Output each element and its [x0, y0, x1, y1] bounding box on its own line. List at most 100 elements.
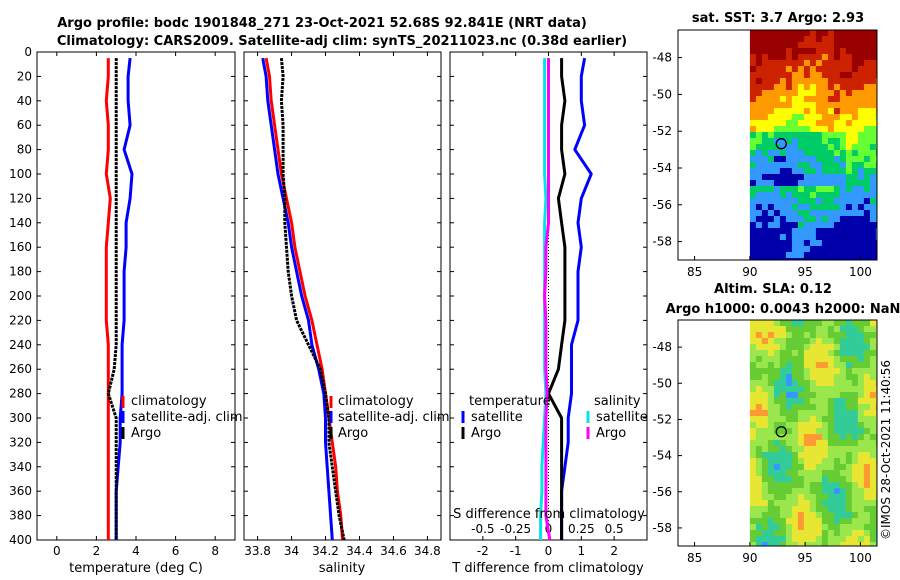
x-tick-label: 2	[93, 544, 101, 558]
map-cell	[839, 350, 847, 357]
map-cell	[821, 216, 829, 223]
map-cell	[809, 368, 817, 375]
map-cell	[779, 458, 787, 465]
map-cell	[755, 530, 763, 537]
map-cell	[833, 240, 841, 247]
map-cell	[821, 72, 829, 79]
map-cell	[851, 222, 859, 229]
map-cell	[815, 96, 823, 103]
map-cell	[761, 386, 769, 393]
map-cell	[851, 512, 859, 519]
map-cell	[857, 530, 865, 537]
map-cell	[821, 108, 829, 115]
map-cell	[821, 512, 829, 519]
map-cell	[839, 536, 847, 543]
map-cell	[821, 524, 829, 531]
map-cell	[809, 362, 817, 369]
map-cell	[845, 108, 853, 115]
map-cell	[851, 192, 859, 199]
map-cell	[779, 30, 787, 37]
map-cell	[857, 410, 865, 417]
map-cell	[863, 362, 871, 369]
map-cell	[749, 204, 757, 211]
map-cell	[797, 216, 805, 223]
map-y-tick-label: -56	[652, 198, 672, 212]
map-cell	[803, 362, 811, 369]
map-cell	[761, 470, 769, 477]
map-cell	[803, 162, 811, 169]
map-cell	[833, 90, 841, 97]
map-cell	[833, 410, 841, 417]
map-cell	[749, 222, 757, 229]
map-cell	[803, 350, 811, 357]
map-x-tick-label: 90	[742, 551, 757, 565]
map-cell	[785, 452, 793, 459]
map-cell	[797, 464, 805, 471]
map-cell	[869, 356, 877, 363]
map-cell	[755, 434, 763, 441]
map-cell	[815, 204, 823, 211]
map-cell	[839, 186, 847, 193]
map-cell	[869, 488, 877, 495]
map-cell	[791, 416, 799, 423]
map-cell	[785, 138, 793, 145]
map-cell	[851, 518, 859, 525]
map-cell	[809, 198, 817, 205]
map-cell	[827, 144, 835, 151]
map-cell	[839, 458, 847, 465]
map-cell	[869, 162, 877, 169]
map-cell	[833, 374, 841, 381]
map-cell	[863, 228, 871, 235]
map-cell	[845, 174, 853, 181]
map-cell	[791, 434, 799, 441]
map-cell	[797, 48, 805, 55]
map-cell	[761, 192, 769, 199]
map-cell	[815, 72, 823, 79]
map-cell	[851, 204, 859, 211]
map-cell	[827, 36, 835, 43]
legend-label-salinity-argo: Argo	[596, 426, 626, 441]
map-cell	[863, 234, 871, 241]
map-cell	[797, 150, 805, 157]
map-cell	[827, 398, 835, 405]
map-cell	[827, 138, 835, 145]
map-cell	[761, 102, 769, 109]
map-cell	[767, 60, 775, 67]
map-cell	[851, 72, 859, 79]
map-cell	[839, 422, 847, 429]
map-cell	[761, 228, 769, 235]
y-tick-label: 0	[24, 45, 32, 59]
map-cell	[815, 150, 823, 157]
map-cell	[755, 60, 763, 67]
map-cell	[803, 252, 811, 259]
map-cell	[821, 500, 829, 507]
map-cell	[803, 204, 811, 211]
y-tick-label: 20	[17, 69, 32, 83]
map-cell	[857, 368, 865, 375]
map-cell	[779, 60, 787, 67]
map-cell	[827, 326, 835, 333]
map-cell	[821, 96, 829, 103]
map-cell	[869, 30, 877, 37]
map-cell	[755, 162, 763, 169]
map-cell	[863, 356, 871, 363]
map-cell	[857, 362, 865, 369]
map-cell	[773, 132, 781, 139]
map-cell	[827, 536, 835, 543]
map-cell	[791, 186, 799, 193]
map-cell	[821, 120, 829, 127]
map-cell	[839, 398, 847, 405]
map-cell	[833, 222, 841, 229]
map-cell	[839, 36, 847, 43]
map-cell	[845, 542, 853, 547]
map-cell	[815, 410, 823, 417]
map-cell	[857, 168, 865, 175]
map-cell	[839, 258, 847, 261]
map-cell	[851, 96, 859, 103]
map-cell	[869, 524, 877, 531]
map-cell	[803, 36, 811, 43]
map-cell	[863, 72, 871, 79]
map-cell	[839, 180, 847, 187]
map-cell	[821, 410, 829, 417]
map-cell	[863, 530, 871, 537]
